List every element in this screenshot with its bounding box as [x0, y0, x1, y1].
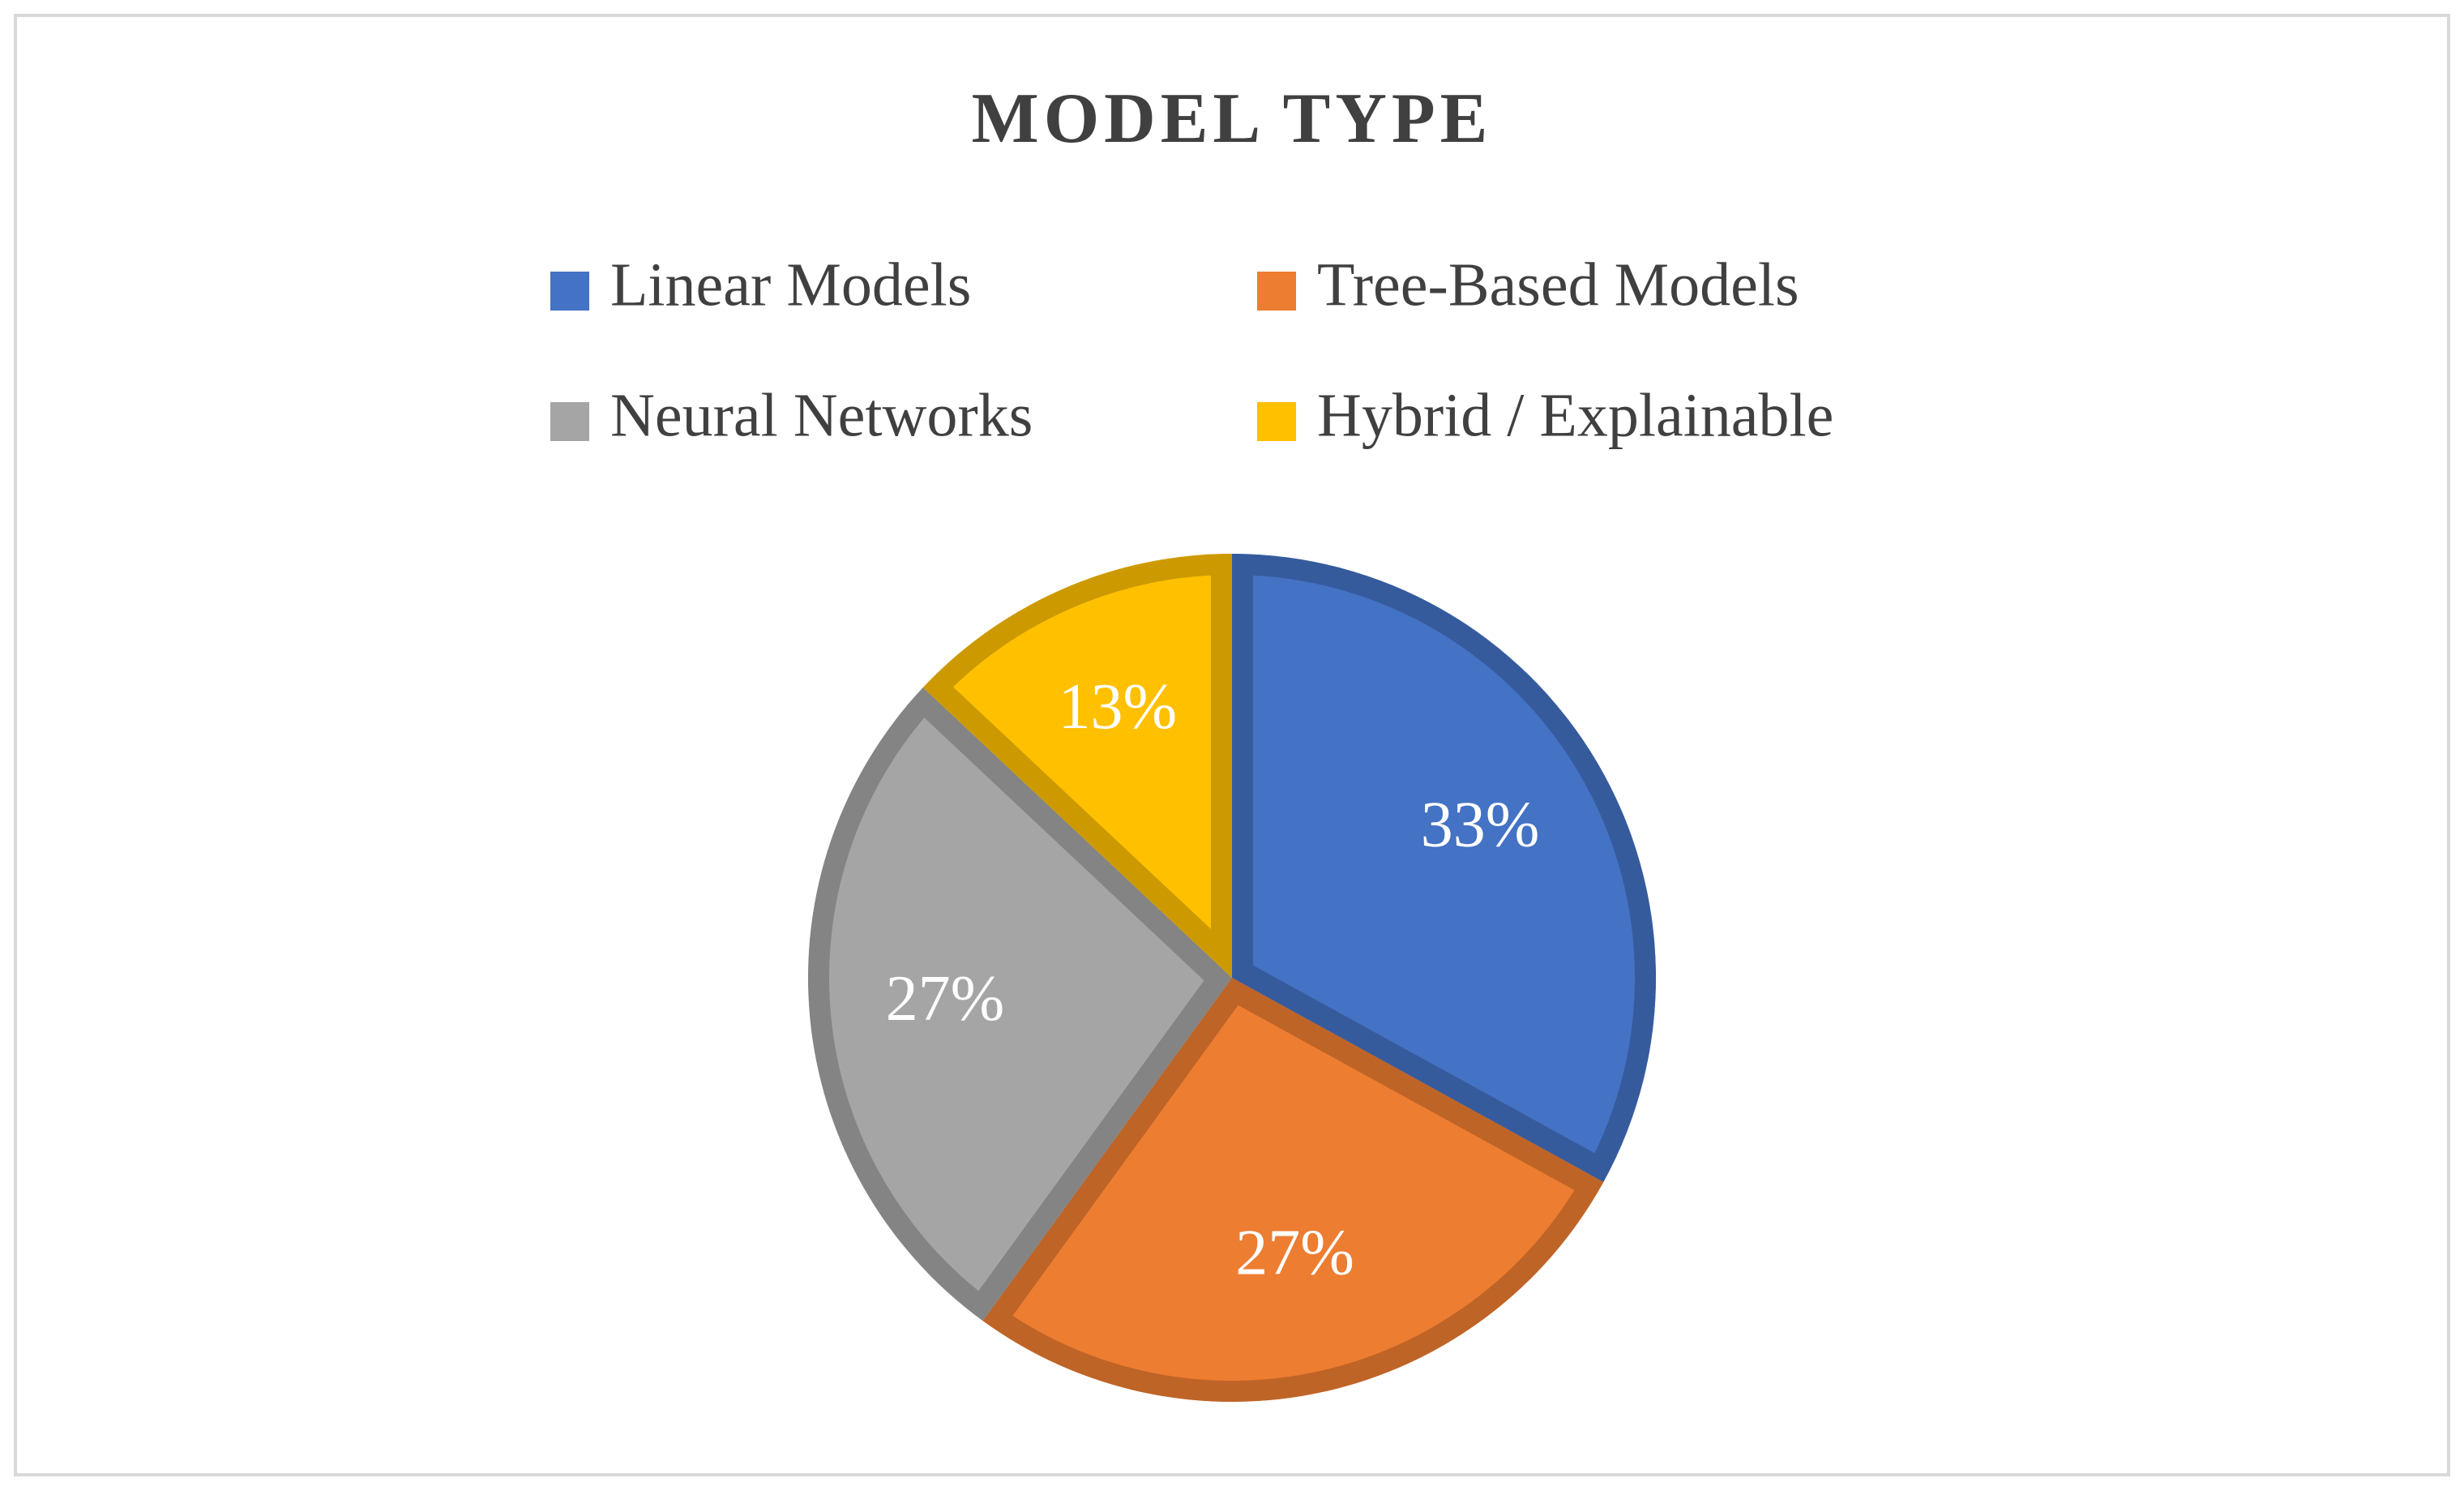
pie-slice — [982, 978, 1604, 1402]
legend-swatch — [550, 402, 589, 441]
legend-label: Tree-Based Models — [1317, 251, 1799, 319]
legend-label: Linear Models — [610, 251, 971, 319]
pie-slice — [807, 687, 1232, 1322]
data-label: 33% — [1421, 789, 1540, 860]
legend-label: Neural Networks — [610, 381, 1033, 449]
pie-slice — [1232, 554, 1656, 1182]
legend-label: Hybrid / Explainable — [1317, 381, 1833, 449]
legend-swatch — [1257, 272, 1296, 311]
legend-swatch — [1257, 402, 1296, 441]
data-label: 27% — [1235, 1217, 1354, 1288]
pie-slice — [922, 554, 1232, 978]
legend-swatch — [550, 272, 589, 311]
data-label: 13% — [1058, 671, 1177, 743]
chart-title: MODEL TYPE — [972, 79, 1493, 158]
data-label: 27% — [886, 963, 1005, 1035]
